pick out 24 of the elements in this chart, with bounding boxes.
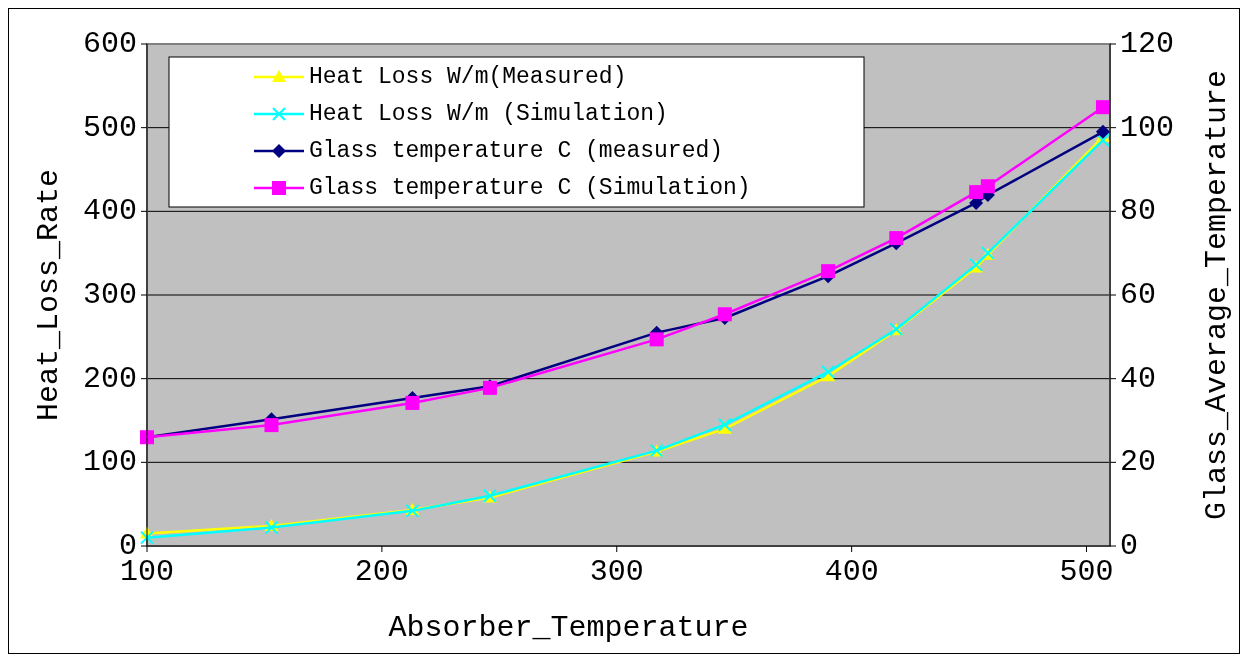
y-tick-label: 600 — [82, 27, 137, 61]
y2-tick-label: 120 — [1120, 27, 1175, 61]
y-tick-label: 100 — [82, 445, 137, 480]
y-tick-label: 200 — [82, 361, 137, 396]
x-tick-label: 200 — [354, 555, 409, 589]
legend-label: Heat Loss W/m(Measured) — [309, 64, 627, 90]
x-tick-label: 400 — [824, 555, 879, 589]
x-axis-title: Absorber_Temperature — [388, 611, 749, 645]
y-tick-label: 400 — [82, 194, 137, 229]
y2-tick-label: 0 — [1120, 529, 1139, 563]
legend-label: Glass temperature C (Simulation) — [309, 175, 751, 201]
y2-tick-label: 100 — [1120, 110, 1175, 145]
x-tick-label: 500 — [1059, 555, 1114, 589]
y2-tick-label: 60 — [1120, 278, 1157, 312]
y2-tick-label: 40 — [1120, 361, 1157, 396]
y2-axis-title: Glass_Average_Temperature — [1200, 69, 1234, 521]
x-tick-label: 300 — [589, 555, 644, 589]
legend-label: Glass temperature C (measured) — [309, 138, 724, 164]
y-tick-label: 300 — [82, 278, 137, 312]
y2-tick-label: 20 — [1120, 445, 1157, 480]
y-tick-label: 500 — [82, 110, 137, 145]
legend-label: Heat Loss W/m (Simulation) — [309, 101, 668, 127]
y2-tick-label: 80 — [1120, 194, 1157, 229]
y-axis-title: Heat_Loss_Rate — [32, 168, 66, 422]
